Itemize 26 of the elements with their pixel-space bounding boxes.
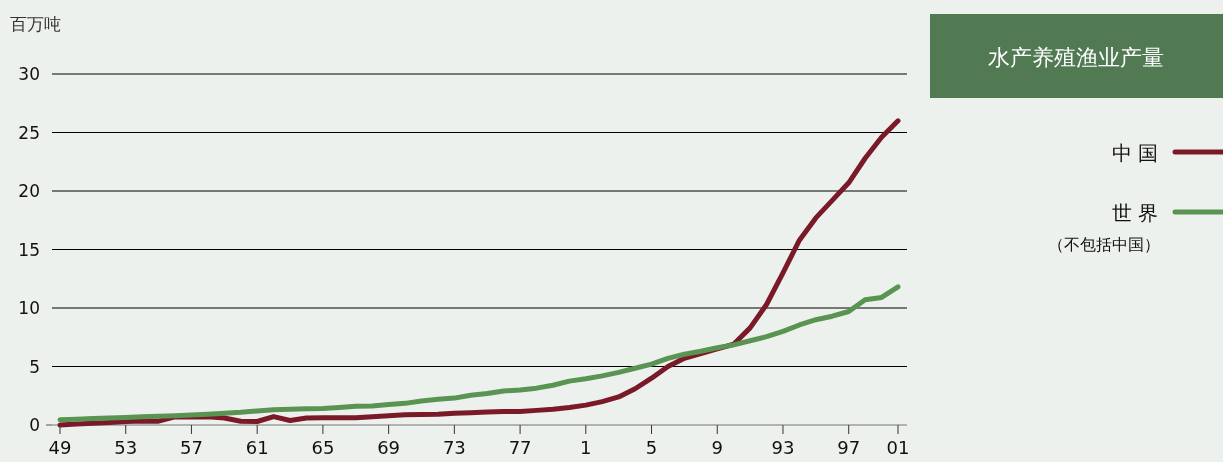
x-tick-label: 01 — [886, 437, 910, 458]
x-tick-label: 73 — [442, 437, 466, 458]
x-tick-label: 57 — [180, 437, 203, 458]
text: （不包括中国） — [1048, 235, 1160, 254]
x-tick-label: 1 — [580, 437, 592, 458]
text: 水产养殖渔业产量 — [988, 45, 1164, 70]
y-tick-label: 25 — [18, 122, 40, 143]
y-tick-label: 0 — [29, 415, 40, 435]
y-tick-label: 10 — [18, 298, 40, 318]
x-tick-label: 53 — [114, 437, 138, 458]
y-axis-title: 百万吨 — [10, 14, 61, 34]
x-tick-label: 97 — [837, 437, 861, 458]
x-tick-label: 93 — [771, 437, 795, 458]
x-tick-label: 61 — [245, 437, 269, 458]
x-tick-label: 49 — [48, 437, 72, 458]
x-tick-label: 65 — [311, 437, 335, 458]
y-tick-label: 15 — [18, 239, 40, 260]
y-tick-label: 30 — [18, 64, 40, 84]
legend-label: 世 界 — [1111, 201, 1158, 225]
x-tick-label: 9 — [711, 437, 723, 458]
x-tick-label: 77 — [508, 437, 532, 458]
x-tick-label: 5 — [645, 437, 658, 458]
y-tick-label: 20 — [18, 181, 40, 201]
y-tick-label: 5 — [29, 356, 40, 377]
legend-label: 中 国 — [1111, 141, 1158, 165]
x-tick-label: 69 — [377, 437, 401, 458]
